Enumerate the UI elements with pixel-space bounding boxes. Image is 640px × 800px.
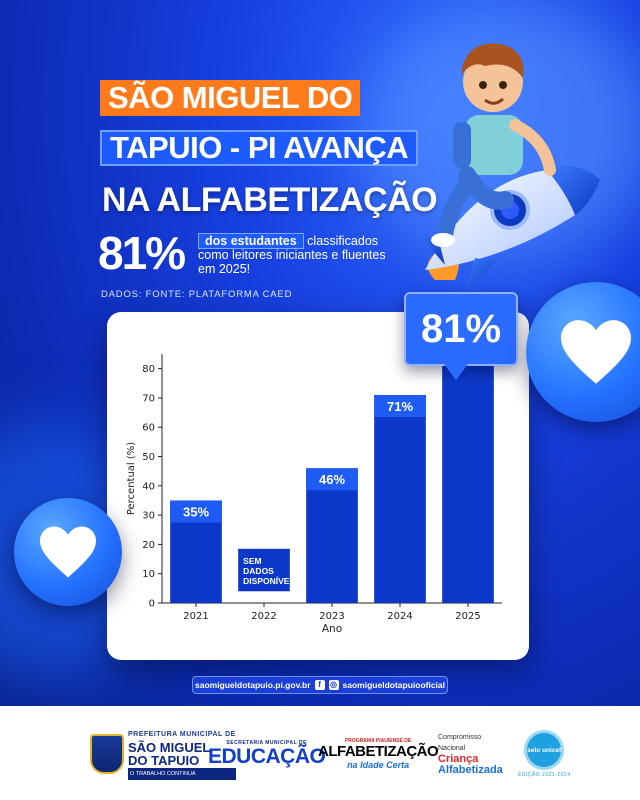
bar-data-label: 35% bbox=[183, 504, 209, 519]
kid-on-rocket-illustration bbox=[415, 43, 600, 292]
edu-logo-name: EDUCAÇÃO bbox=[208, 745, 326, 768]
instagram-icon: ◎ bbox=[328, 680, 339, 690]
bar bbox=[306, 468, 358, 603]
y-tick-label: 60 bbox=[142, 423, 155, 434]
unicef-seal-icon: selo unicef bbox=[524, 730, 565, 770]
crianca-logo-l4: Alfabetizada bbox=[438, 764, 503, 776]
y-tick-label: 50 bbox=[142, 452, 155, 463]
y-tick-label: 80 bbox=[142, 364, 155, 375]
bar-label-bg bbox=[170, 500, 222, 523]
unicef-seal-sub: EDIÇÃO 2021-2024 bbox=[518, 772, 571, 778]
city-crest-icon bbox=[90, 734, 124, 774]
x-tick-label: 2022 bbox=[251, 611, 276, 622]
alfa-logo-top: PROGRAMA PIAUIENSE DE bbox=[344, 738, 412, 744]
x-tick-label: 2025 bbox=[455, 611, 480, 622]
y-tick-label: 30 bbox=[142, 511, 155, 522]
y-tick-label: 0 bbox=[149, 599, 155, 610]
y-tick-label: 40 bbox=[142, 481, 155, 492]
data-source: DADOS: FONTE: PLATAFORMA CAED bbox=[101, 289, 293, 300]
bar bbox=[374, 395, 426, 603]
partner-logos-strip: PREFEITURA MUNICIPAL DE SÃO MIGUEL DO TA… bbox=[0, 706, 640, 800]
no-data-label: SEM bbox=[243, 556, 261, 566]
heart-icon bbox=[561, 320, 631, 384]
edu-logo-top: SECRETARIA MUNICIPAL DE bbox=[226, 740, 307, 746]
city-logo-slogan: O TRABALHO CONTINUA bbox=[128, 767, 236, 780]
no-data-box bbox=[238, 548, 290, 592]
bar-data-label: 46% bbox=[319, 472, 345, 487]
bar-data-label: 71% bbox=[387, 399, 413, 414]
y-tick-label: 10 bbox=[142, 569, 155, 580]
education-logo: SECRETARIA MUNICIPAL DE EDUCAÇÃO bbox=[208, 726, 326, 782]
footer-social-handle[interactable]: saomigueldotapuiooficial bbox=[342, 680, 446, 690]
callout-badge: 81% bbox=[404, 292, 518, 366]
headline-line-1: SÃO MIGUEL DO bbox=[100, 80, 361, 116]
x-axis-title: Ano bbox=[322, 623, 342, 635]
y-axis-title: Percentual (%) bbox=[126, 442, 137, 515]
city-logo-name-2: DO TAPUIO bbox=[128, 752, 200, 768]
unicef-seal-logo: selo unicef EDIÇÃO 2021-2024 bbox=[518, 726, 570, 782]
stat-value: 81% bbox=[98, 227, 186, 279]
headline-line-3: NA ALFABETIZAÇÃO bbox=[102, 181, 438, 219]
y-tick-label: 70 bbox=[142, 393, 155, 404]
stat-text-a: classificados bbox=[307, 234, 379, 248]
stat-text-b: como leitores iniciantes e fluentes bbox=[198, 248, 386, 262]
y-tick-label: 20 bbox=[142, 540, 155, 551]
footer-website-link[interactable]: saomigueldotapuio.pi.gov.br bbox=[194, 680, 311, 690]
crianca-logo-l2: Nacional bbox=[438, 745, 466, 752]
heart-bubble-right bbox=[526, 282, 640, 422]
no-data-label: DISPONÍVEIS bbox=[243, 576, 298, 586]
heart-bubble-left bbox=[14, 498, 122, 606]
city-logo: PREFEITURA MUNICIPAL DE SÃO MIGUEL DO TA… bbox=[90, 726, 236, 782]
bar bbox=[442, 365, 494, 603]
city-logo-top: PREFEITURA MUNICIPAL DE bbox=[128, 730, 236, 738]
alfa-logo-name: ALFABETIZAÇÃO bbox=[318, 743, 439, 760]
stat-description: dos estudantes classificados como leitor… bbox=[198, 233, 398, 276]
heart-icon bbox=[40, 526, 96, 578]
footer-contact-bar: saomigueldotapuio.pi.gov.br f ◎ saomigue… bbox=[192, 676, 448, 694]
stat-highlight: dos estudantes bbox=[198, 233, 304, 249]
crianca-alfabetizada-logo: Compromisso Nacional Criança Alfabetizad… bbox=[438, 726, 503, 782]
headline-line-2: TAPUIO - PI AVANÇA bbox=[100, 130, 419, 166]
poster-background: SÃO MIGUEL DO TAPUIO - PI AVANÇA NA ALFA… bbox=[0, 0, 640, 706]
bar-chart: 0 10 20 30 40 50 60 70 80 2021 35% 2022 SEMDADOSDISP… bbox=[126, 354, 502, 635]
x-tick-label: 2024 bbox=[387, 611, 412, 622]
alfa-logo-tag: na Idade Certa bbox=[347, 760, 410, 770]
callout-pointer bbox=[444, 364, 468, 380]
no-data-label: DADOS bbox=[243, 566, 274, 576]
bar-label-bg bbox=[374, 395, 426, 418]
crianca-logo-l1: Compromisso bbox=[438, 734, 482, 741]
x-tick-label: 2021 bbox=[183, 611, 208, 622]
x-tick-label: 2023 bbox=[319, 611, 344, 622]
stat-text-c: em 2025! bbox=[198, 262, 251, 276]
city-logo-name-1: SÃO MIGUEL bbox=[128, 739, 211, 755]
crianca-logo-l3: Criança bbox=[438, 753, 479, 765]
alfabetizacao-logo: PROGRAMA PIAUIENSE DE ALFABETIZAÇÃO na I… bbox=[318, 726, 439, 782]
facebook-icon: f bbox=[314, 680, 325, 690]
bar-label-bg bbox=[306, 468, 358, 491]
